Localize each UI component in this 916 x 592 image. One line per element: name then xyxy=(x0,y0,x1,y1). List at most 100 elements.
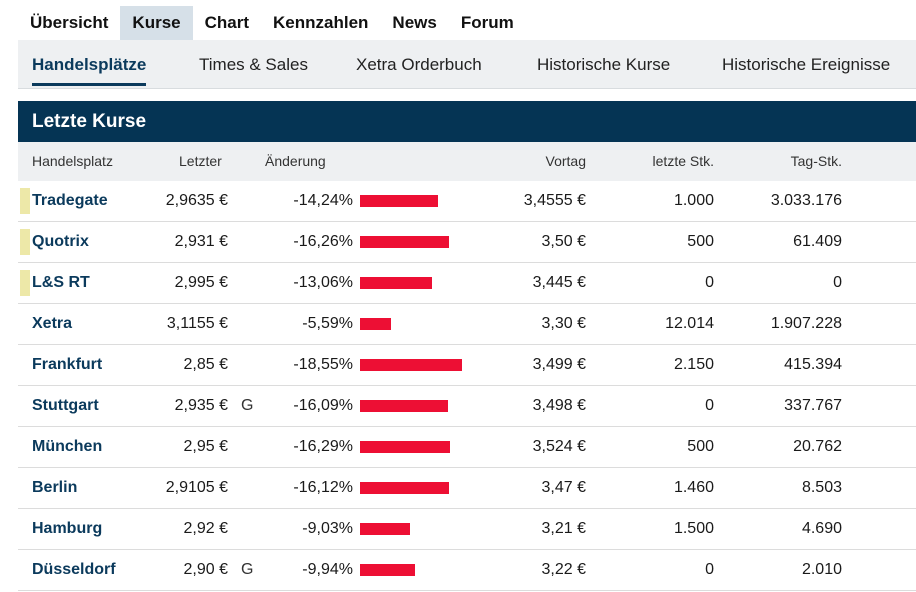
venue-link[interactable]: Düsseldorf xyxy=(32,561,116,578)
venue-link[interactable]: Frankfurt xyxy=(32,356,103,373)
venue-link[interactable]: Stuttgart xyxy=(32,397,99,414)
last-quantity: 0 xyxy=(705,397,714,414)
table-header: Handelsplatz Letzter Änderung Vortag let… xyxy=(18,142,916,181)
top-navigation: Übersicht Kurse Chart Kennzahlen News Forum xyxy=(18,6,526,47)
row-highlight-marker xyxy=(20,229,30,255)
day-quantity: 3.033.176 xyxy=(770,192,842,209)
quotes-table: Tradegate 2,9635 € -14,24% 3,4555 € 1.000 3.0… xyxy=(18,181,916,591)
last-price: 3,1155 € xyxy=(166,315,228,332)
subtab-historische-ereignisse[interactable]: Historische Ereignisse xyxy=(722,55,891,74)
venue-link[interactable]: Xetra xyxy=(32,315,73,332)
change-percent: -13,06% xyxy=(293,274,353,291)
sub-navigation: Handelsplätze Times & Sales Xetra Orderbuc… xyxy=(18,40,916,89)
venue-link[interactable]: L&S RT xyxy=(32,274,90,291)
subtab-times-sales[interactable]: Times & Sales xyxy=(199,55,308,74)
last-price: 2,85 € xyxy=(183,356,228,373)
last-quantity: 500 xyxy=(687,438,714,455)
change-percent: -16,29% xyxy=(293,438,353,455)
last-quantity: 2.150 xyxy=(673,356,714,373)
last-quantity: 0 xyxy=(705,561,714,578)
last-quantity: 0 xyxy=(705,274,714,291)
row-highlight-marker xyxy=(20,188,30,214)
change-bar xyxy=(360,318,391,330)
day-quantity: 337.767 xyxy=(784,397,842,414)
change-bar xyxy=(360,277,432,289)
previous-close: 3,4555 € xyxy=(523,192,586,209)
last-price: 2,995 € xyxy=(174,274,228,291)
tab-chart[interactable]: Chart xyxy=(204,13,250,32)
day-quantity: 4.690 xyxy=(801,520,842,537)
change-bar xyxy=(360,523,410,535)
price-flag: G xyxy=(241,397,254,414)
change-bar xyxy=(360,441,450,453)
table-row: Tradegate 2,9635 € -14,24% 3,4555 € 1.000 3.0… xyxy=(18,181,916,222)
table-row: Berlin 2,9105 € -16,12% 3,47 € 1.460 8.503 xyxy=(18,468,916,509)
venue-link[interactable]: Tradegate xyxy=(32,192,108,209)
tab-kennzahlen[interactable]: Kennzahlen xyxy=(273,13,369,32)
change-bar xyxy=(360,482,449,494)
last-price: 2,9105 € xyxy=(165,479,228,496)
col-day-qty: Tag-Stk. xyxy=(790,153,842,169)
tab-kurse[interactable]: Kurse xyxy=(120,6,193,47)
change-bar xyxy=(360,236,449,248)
previous-close: 3,498 € xyxy=(532,397,586,414)
panel-title: Letzte Kurse xyxy=(32,111,147,132)
day-quantity: 8.503 xyxy=(801,479,842,496)
panel-header: Letzte Kurse xyxy=(18,101,916,142)
previous-close: 3,445 € xyxy=(532,274,586,291)
col-last: Letzter xyxy=(179,153,222,169)
subtab-handelsplaetze[interactable]: Handelsplätze xyxy=(32,40,147,88)
table-row: Quotrix 2,931 € -16,26% 3,50 € 500 61.409 xyxy=(18,222,916,263)
previous-close: 3,21 € xyxy=(541,520,586,537)
venue-link[interactable]: Berlin xyxy=(32,479,78,496)
last-price: 2,931 € xyxy=(174,233,228,250)
last-quantity: 1.460 xyxy=(673,479,714,496)
last-quantity: 500 xyxy=(687,233,714,250)
tab-news[interactable]: News xyxy=(392,13,437,32)
last-price: 2,90 € xyxy=(183,561,228,578)
previous-close: 3,524 € xyxy=(532,438,586,455)
last-quantity: 12.014 xyxy=(665,315,714,332)
change-percent: -5,59% xyxy=(302,315,353,332)
day-quantity: 1.907.228 xyxy=(770,315,842,332)
venue-link[interactable]: Quotrix xyxy=(32,233,89,250)
table-row: Frankfurt 2,85 € -18,55% 3,499 € 2.150 415.39… xyxy=(18,345,916,386)
change-bar xyxy=(360,564,415,576)
change-percent: -16,12% xyxy=(293,479,353,496)
table-row: Xetra 3,1155 € -5,59% 3,30 € 12.014 1.907.228 xyxy=(18,304,916,345)
tab-uebersicht[interactable]: Übersicht xyxy=(30,13,109,32)
last-price: 2,935 € xyxy=(174,397,228,414)
last-quantity: 1.500 xyxy=(673,520,714,537)
change-bar xyxy=(360,195,438,207)
previous-close: 3,47 € xyxy=(541,479,586,496)
day-quantity: 2.010 xyxy=(801,561,842,578)
table-row: L&S RT 2,995 € -13,06% 3,445 € 0 0 xyxy=(18,263,916,304)
tab-forum[interactable]: Forum xyxy=(460,13,514,32)
change-percent: -16,09% xyxy=(293,397,353,414)
previous-close: 3,499 € xyxy=(532,356,586,373)
last-price: 2,9635 € xyxy=(165,192,228,209)
change-percent: -9,94% xyxy=(302,561,353,578)
change-bar xyxy=(360,359,462,371)
col-prev: Vortag xyxy=(545,153,586,169)
day-quantity: 61.409 xyxy=(793,233,842,250)
previous-close: 3,30 € xyxy=(541,315,586,332)
previous-close: 3,50 € xyxy=(541,233,586,250)
table-row: München 2,95 € -16,29% 3,524 € 500 20.762 xyxy=(18,427,916,468)
price-flag: G xyxy=(241,561,254,578)
table-row: Düsseldorf 2,90 € G -9,94% 3,22 € 0 2.010 xyxy=(18,550,916,591)
venue-link[interactable]: Hamburg xyxy=(32,520,103,537)
change-percent: -16,26% xyxy=(293,233,353,250)
change-percent: -18,55% xyxy=(293,356,353,373)
subtab-historische-kurse[interactable]: Historische Kurse xyxy=(537,55,671,74)
col-change: Änderung xyxy=(265,153,326,169)
day-quantity: 0 xyxy=(833,274,842,291)
day-quantity: 415.394 xyxy=(784,356,842,373)
subtab-xetra-orderbuch[interactable]: Xetra Orderbuch xyxy=(356,55,482,74)
venue-link[interactable]: München xyxy=(32,438,103,455)
change-percent: -14,24% xyxy=(293,192,353,209)
table-row: Stuttgart 2,935 € G -16,09% 3,498 € 0 337.767 xyxy=(18,386,916,427)
previous-close: 3,22 € xyxy=(541,561,586,578)
row-highlight-marker xyxy=(20,270,30,296)
last-price: 2,92 € xyxy=(183,520,228,537)
